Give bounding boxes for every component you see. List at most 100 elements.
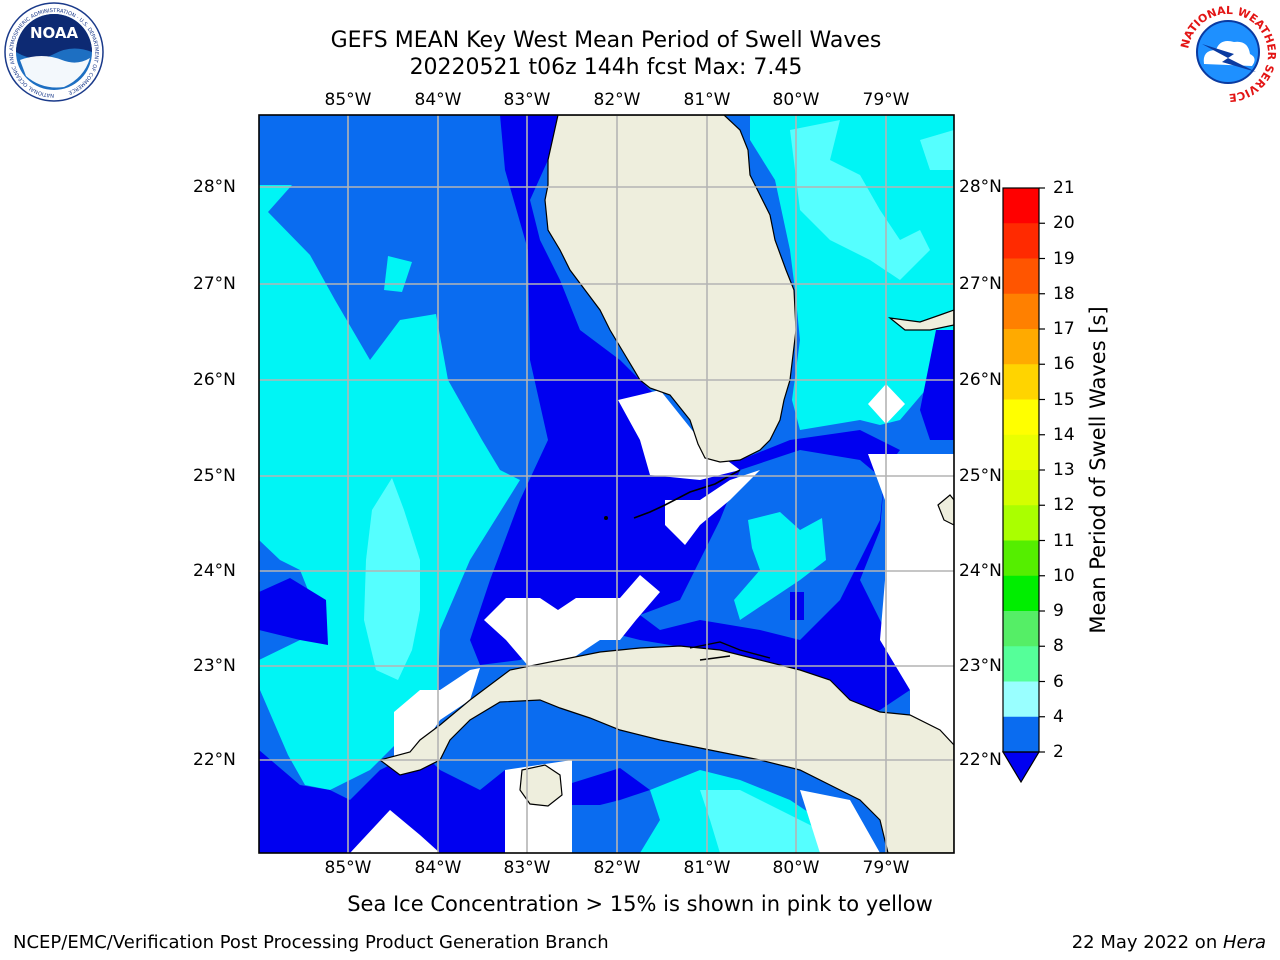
colorbar-tick-label: 11	[1053, 530, 1075, 551]
lat-label-left: 24°N	[193, 561, 236, 581]
colorbar-cell	[1003, 716, 1039, 753]
colorbar-cell	[1003, 681, 1039, 718]
colorbar-tick-label: 14	[1053, 424, 1075, 445]
colorbar	[1001, 187, 1045, 784]
colorbar-tick-label: 20	[1053, 213, 1075, 234]
map-frame	[258, 114, 955, 854]
fill-period-2-4-south-strip	[572, 768, 650, 805]
lon-label-bottom: 80°W	[772, 858, 820, 878]
colorbar-cell	[1003, 293, 1039, 330]
colorbar-cell	[1003, 399, 1039, 436]
land-isla-juventud	[519, 764, 563, 807]
land-cuba-cays	[689, 641, 771, 661]
lon-label-top: 82°W	[593, 90, 641, 110]
lat-label-left: 26°N	[193, 370, 236, 390]
colorbar-tick-label: 8	[1053, 636, 1064, 657]
colorbar-cell	[1003, 470, 1039, 506]
colorbar-tick-label: 18	[1053, 283, 1075, 304]
colorbar-cell	[1003, 223, 1039, 259]
lat-label-right: 28°N	[959, 177, 1002, 197]
fill-period-6-8-knob	[384, 256, 412, 292]
nws-logo: NATIONAL WEATHER SERVICE	[1178, 3, 1278, 102]
colorbar-cell	[1003, 505, 1039, 541]
footer-left: NCEP/EMC/Verification Post Processing Pr…	[13, 932, 609, 953]
colorbar-cell	[1003, 258, 1039, 295]
land-bahamas	[887, 309, 954, 331]
lon-label-top: 80°W	[772, 90, 820, 110]
colorbar-tick-label: 15	[1053, 389, 1075, 410]
lon-label-top: 79°W	[862, 90, 910, 110]
colorbar-cell	[1003, 646, 1039, 682]
missing-region-cuba-west	[394, 668, 480, 760]
map-gridlines	[259, 115, 954, 853]
lon-label-top: 85°W	[324, 90, 372, 110]
missing-region-sw	[350, 810, 440, 853]
title-line-2: 20220521 t06z 144h fcst Max: 7.45	[409, 55, 803, 80]
colorbar-label: Mean Period of Swell Waves [s]	[1086, 306, 1110, 634]
lat-label-left: 25°N	[193, 466, 236, 486]
land-florida	[544, 115, 797, 463]
missing-region-se	[800, 790, 880, 853]
colorbar-tick-label: 21	[1053, 178, 1075, 198]
fill-period-2-4-south	[259, 750, 505, 853]
lon-label-bottom: 83°W	[503, 858, 551, 878]
colorbar-tick-label: 4	[1053, 706, 1064, 727]
lat-label-right: 27°N	[959, 274, 1002, 294]
lon-label-bottom: 79°W	[862, 858, 910, 878]
footer-right: 22 May 2022 on Hera	[1072, 932, 1266, 954]
fill-period-6-8-straits	[734, 512, 826, 620]
colorbar-cell	[1003, 434, 1039, 471]
fill-period-8-9-atlantic-2	[920, 130, 954, 170]
colorbar-tick-label: 17	[1053, 319, 1075, 339]
colorbar-cell	[1003, 611, 1039, 647]
fill-period-8-9-atlantic	[790, 120, 930, 280]
lon-label-top: 83°W	[503, 90, 551, 110]
colorbar-tick-label: 12	[1053, 495, 1075, 516]
noaa-logo-text: NOAA	[30, 24, 79, 42]
colorbar-tick-label: 9	[1053, 601, 1064, 621]
fill-period-8-9-south	[700, 790, 840, 853]
missing-region-north-cuba	[484, 575, 660, 668]
lat-label-left: 27°N	[193, 274, 236, 294]
fill-period-2-4-spot	[790, 592, 804, 620]
colorbar-tick-label: 16	[1053, 354, 1075, 375]
land-florida-keys	[633, 469, 741, 519]
lon-label-top: 81°W	[683, 90, 731, 110]
footer-date: 22 May 2022 on	[1071, 932, 1223, 953]
lon-label-bottom: 84°W	[414, 858, 462, 878]
lat-label-right: 25°N	[959, 466, 1002, 486]
colorbar-under-arrow	[1001, 751, 1041, 784]
fill-period-8-9-west	[364, 478, 420, 680]
colorbar-cell	[1003, 188, 1039, 224]
lon-label-top: 84°W	[414, 90, 462, 110]
lon-label-bottom: 85°W	[324, 858, 372, 878]
lat-label-right: 23°N	[959, 656, 1002, 676]
colorbar-tick-label: 10	[1053, 565, 1075, 586]
lon-label-bottom: 82°W	[593, 858, 641, 878]
title-line-1: GEFS MEAN Key West Mean Period of Swell …	[330, 28, 882, 53]
missing-region-keys	[665, 470, 760, 545]
lat-label-right: 22°N	[959, 750, 1002, 770]
colorbar-cell	[1003, 540, 1039, 577]
colorbar-cell	[1003, 329, 1039, 365]
fill-period-2-4-atlantic	[920, 330, 954, 440]
footer-host: Hera	[1222, 932, 1266, 953]
lat-label-left: 28°N	[193, 177, 236, 197]
sea-ice-note: Sea Ice Concentration > 15% is shown in …	[347, 892, 933, 916]
colorbar-cell	[1003, 575, 1039, 612]
colorbar-cell	[1003, 364, 1039, 400]
lat-label-right: 24°N	[959, 561, 1002, 581]
noaa-logo: NOAA NATIONAL OCEANIC AND ATMOSPHERIC AD…	[4, 2, 104, 102]
lat-label-right: 26°N	[959, 370, 1002, 390]
lat-label-left: 22°N	[193, 750, 236, 770]
land-cuba	[378, 645, 954, 853]
fill-period-2-4-southwest	[259, 578, 328, 645]
land-andros	[937, 494, 954, 526]
colorbar-tick-label: 13	[1053, 460, 1075, 480]
colorbar-tick-label: 6	[1053, 671, 1064, 692]
lat-label-left: 23°N	[193, 656, 236, 676]
lon-label-bottom: 81°W	[683, 858, 731, 878]
colorbar-tick-label: 2	[1053, 742, 1064, 762]
colorbar-tick-label: 19	[1053, 248, 1075, 269]
